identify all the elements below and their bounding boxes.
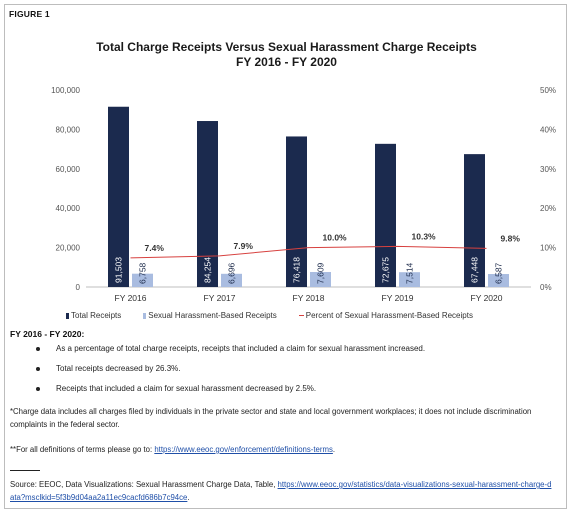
sh-receipts-label: 7,609	[316, 262, 326, 284]
percent-line	[130, 245, 487, 259]
sh-receipts-bar	[132, 273, 153, 287]
summary-bullet: Receipts that included a claim for sexua…	[36, 384, 425, 404]
y-tick-label: 20,000	[56, 244, 81, 253]
total-receipts-label: 72,675	[381, 257, 391, 283]
x-tick-label: FY 2016	[115, 293, 147, 303]
bar-chart: 0 20,000 40,000 60,000 80,000 100,000 0% 10% 20%…	[51, 86, 556, 303]
percent-label: 7.4%	[145, 243, 165, 253]
legend-label-total: Total Receipts	[71, 311, 122, 320]
y2-tick-label: 30%	[540, 165, 556, 174]
x-tick-label: FY 2020	[471, 293, 503, 303]
total-receipts-label: 91,503	[114, 257, 124, 283]
summary-bullets: As a percentage of total charge receipts…	[36, 344, 425, 404]
sh-receipts-bar	[221, 273, 242, 287]
x-tick-label: FY 2018	[293, 293, 325, 303]
y2-tick-label: 0%	[540, 283, 552, 292]
figure-frame	[4, 4, 567, 509]
percent-label: 9.8%	[501, 233, 521, 243]
source-link[interactable]: https://www.eeoc.gov/statistics/data-vis…	[10, 480, 552, 502]
x-tick-label: FY 2017	[204, 293, 236, 303]
legend-item-sh: Sexual Harassment-Based Receipts	[143, 311, 277, 320]
source-note: Source: EEOC, Data Visualizations: Sexua…	[10, 478, 555, 504]
legend-item-pct: Percent of Sexual Harassment-Based Recei…	[298, 311, 473, 320]
definitions-suffix: .	[332, 445, 336, 454]
sh-receipts-label: 6,696	[227, 262, 237, 284]
y-tick-label: 40,000	[56, 204, 81, 213]
source-prefix: Source: EEOC, Data Visualizations: Sexua…	[10, 480, 278, 489]
total-receipts-bar	[197, 121, 218, 287]
y-tick-label: 100,000	[51, 86, 80, 95]
legend-swatch-sh	[143, 312, 147, 319]
total-receipts-bar	[375, 143, 396, 287]
legend-label-pct: Percent of Sexual Harassment-Based Recei…	[305, 311, 473, 320]
y2-tick-label: 20%	[540, 204, 556, 213]
legend-swatch-total	[66, 312, 69, 319]
sh-receipts-bar	[310, 272, 331, 287]
y-tick-label: 80,000	[56, 125, 81, 134]
summary-bullet: Total receipts decreased by 26.3%.	[36, 364, 425, 384]
footnote-divider	[10, 470, 40, 471]
y-tick-label: 0	[76, 283, 81, 292]
chart-subtitle: FY 2016 - FY 2020	[236, 55, 337, 69]
total-receipts-bar	[464, 154, 485, 287]
definitions-note: **For all definitions of terms please go…	[10, 443, 555, 456]
y2-tick-label: 50%	[540, 86, 556, 95]
total-receipts-label: 84,254	[203, 257, 213, 283]
y2-tick-label: 40%	[540, 125, 556, 134]
chart-title: Total Charge Receipts Versus Sexual Hara…	[96, 40, 477, 54]
y2-tick-label: 10%	[540, 244, 556, 253]
legend-swatch-pct	[298, 315, 304, 316]
summary-bullet: As a percentage of total charge receipts…	[36, 344, 425, 364]
percent-label: 10.0%	[323, 233, 348, 243]
definitions-prefix: **For all definitions of terms please go…	[10, 445, 155, 454]
summary-title: FY 2016 - FY 2020:	[10, 329, 85, 339]
y-tick-label: 60,000	[56, 165, 81, 174]
figure-label: FIGURE 1	[9, 9, 50, 19]
legend-label-sh: Sexual Harassment-Based Receipts	[148, 311, 277, 320]
percent-label: 10.3%	[412, 231, 437, 241]
sh-receipts-label: 6,758	[138, 262, 148, 284]
sh-receipts-bar	[399, 272, 420, 287]
legend-item-total: Total Receipts	[66, 311, 121, 320]
total-receipts-bar	[108, 106, 129, 287]
x-tick-label: FY 2019	[382, 293, 414, 303]
sh-receipts-label: 7,514	[405, 262, 415, 284]
definitions-link[interactable]: https://www.eeoc.gov/enforcement/definit…	[154, 445, 333, 454]
percent-label: 7.9%	[234, 241, 254, 251]
sh-receipts-label: 6,587	[494, 262, 504, 284]
sh-receipts-bar	[488, 274, 509, 287]
total-receipts-label: 67,448	[470, 257, 480, 283]
source-suffix: .	[187, 493, 190, 502]
charge-data-note: *Charge data includes all charges filed …	[10, 407, 532, 429]
total-receipts-label: 76,418	[292, 257, 302, 283]
chart-legend: Total Receipts Sexual Harassment-Based R…	[66, 311, 536, 320]
